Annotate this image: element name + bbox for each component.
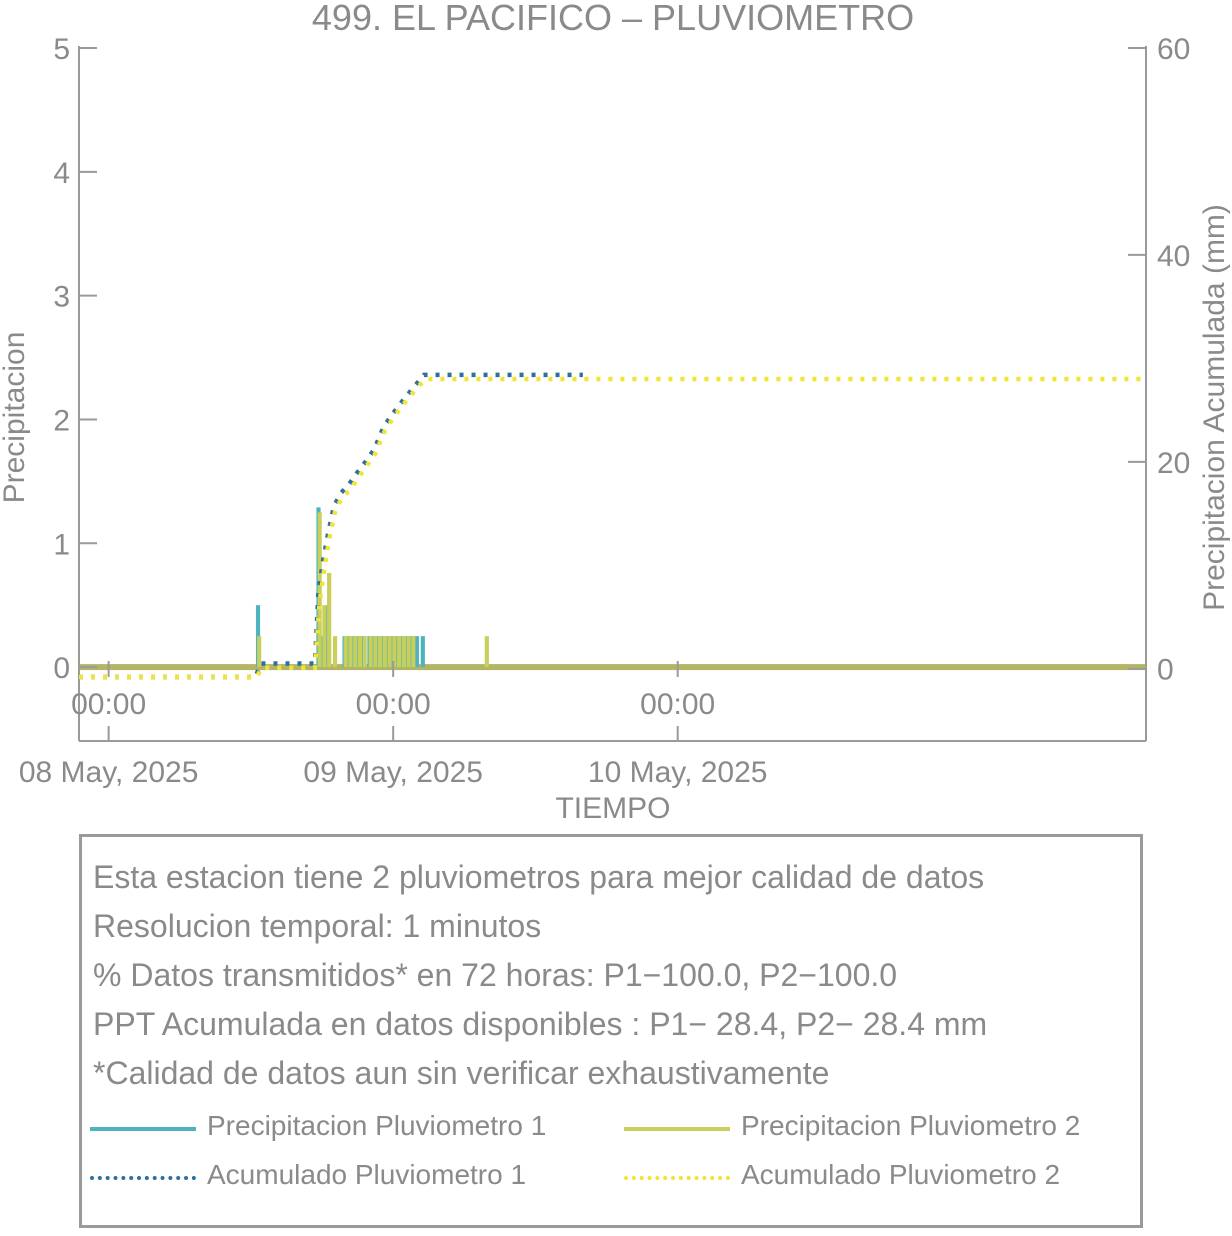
precipitation-chart: 499. EL PACIFICO – PLUVIOMETRO 0 1 2 3 4 5 0 20… [0,0,1231,825]
axis-ticks: 0 1 2 3 4 5 0 20 40 60 00:00 08 May, 2025 00:00 09 Ma… [19,33,1191,789]
legend-swatch-p2 [624,1127,730,1131]
precip-bar-p2 [406,636,411,668]
y2-tick-label: 0 [1157,654,1174,687]
precip-bar-p2 [401,636,406,668]
precip-bar-p2 [362,636,367,668]
info-line-stations: Esta estacion tiene 2 pluviometros para … [93,859,985,895]
legend-swatch-acc1 [90,1176,196,1180]
time-tick-label: 00:00 [71,688,146,721]
precip-bar-p2 [397,636,402,668]
y-tick-label: 5 [53,33,70,66]
precip-bar-p2 [357,636,363,668]
precip-bar-p2 [392,636,397,668]
precip-bar-p2 [333,636,338,668]
x-axis-label: TIEMPO [555,792,670,825]
y-tick-label: 0 [53,652,70,685]
info-line-resolution: Resolucion temporal: 1 minutos [93,908,542,944]
precip-bar-p2 [322,605,327,668]
info-box: Esta estacion tiene 2 pluviometros para … [79,834,1143,1228]
y2-axis-label: Precipitacion Acumulada (mm) [1198,204,1231,611]
date-tick-label: 08 May, 2025 [19,756,199,789]
precip-bar-p2 [368,636,373,668]
precip-bar-p2 [411,636,416,668]
y2-tick-label: 40 [1157,240,1190,273]
precip-bar-p2 [353,636,358,668]
time-tick-label: 00:00 [356,688,431,721]
legend-swatch-p1 [90,1127,196,1131]
precip-bar-p2 [373,636,378,668]
precip-bar-p2 [317,512,322,668]
time-tick-label: 00:00 [640,688,715,721]
precip-bar-p2 [387,636,392,668]
precip-bar-p2 [348,636,353,668]
precip-bar-p2 [327,572,332,668]
legend-label-p2: Precipitacion Pluviometro 2 [741,1110,1081,1141]
y-tick-label: 3 [53,281,70,314]
baseline-band [79,664,1146,671]
accumulated-lines [79,372,1146,680]
precip-bar-p1 [420,636,425,668]
precipitation-bars [255,507,489,668]
precip-bar-p2 [257,636,262,668]
date-tick-label: 10 May, 2025 [588,756,768,789]
precip-bar-p1 [319,636,325,668]
precip-bar-p2 [343,636,348,668]
legend-label-acc2: Acumulado Pluviometro 2 [741,1159,1061,1190]
precip-bar-p2 [484,636,489,668]
y-tick-label: 2 [53,404,70,437]
legend-label-p1: Precipitacion Pluviometro 1 [207,1110,547,1141]
chart-title: 499. EL PACIFICO – PLUVIOMETRO [312,0,914,38]
date-tick-label: 09 May, 2025 [303,756,483,789]
info-line-transmitted: % Datos transmitidos* en 72 horas: P1−10… [93,957,898,993]
accumulated-line-2 [79,376,1146,680]
y-axis-label: Precipitacion [0,332,31,504]
y2-tick-label: 60 [1157,33,1190,66]
info-line-quality-note: *Calidad de datos aun sin verificar exha… [93,1055,830,1091]
y-tick-label: 4 [53,157,70,190]
precip-bar-p2 [378,636,383,668]
precip-bar-p1 [414,636,419,668]
legend-label-acc1: Acumulado Pluviometro 1 [207,1159,527,1190]
precip-bar-p2 [382,636,387,668]
legend-swatch-acc2 [624,1176,730,1180]
accumulated-line-1 [79,372,583,680]
y-tick-label: 1 [53,528,70,561]
y2-tick-label: 20 [1157,447,1190,480]
chart-axes [78,46,1147,742]
info-line-accumulated: PPT Acumulada en datos disponibles : P1−… [93,1006,988,1042]
zero-baseline [79,664,1146,671]
